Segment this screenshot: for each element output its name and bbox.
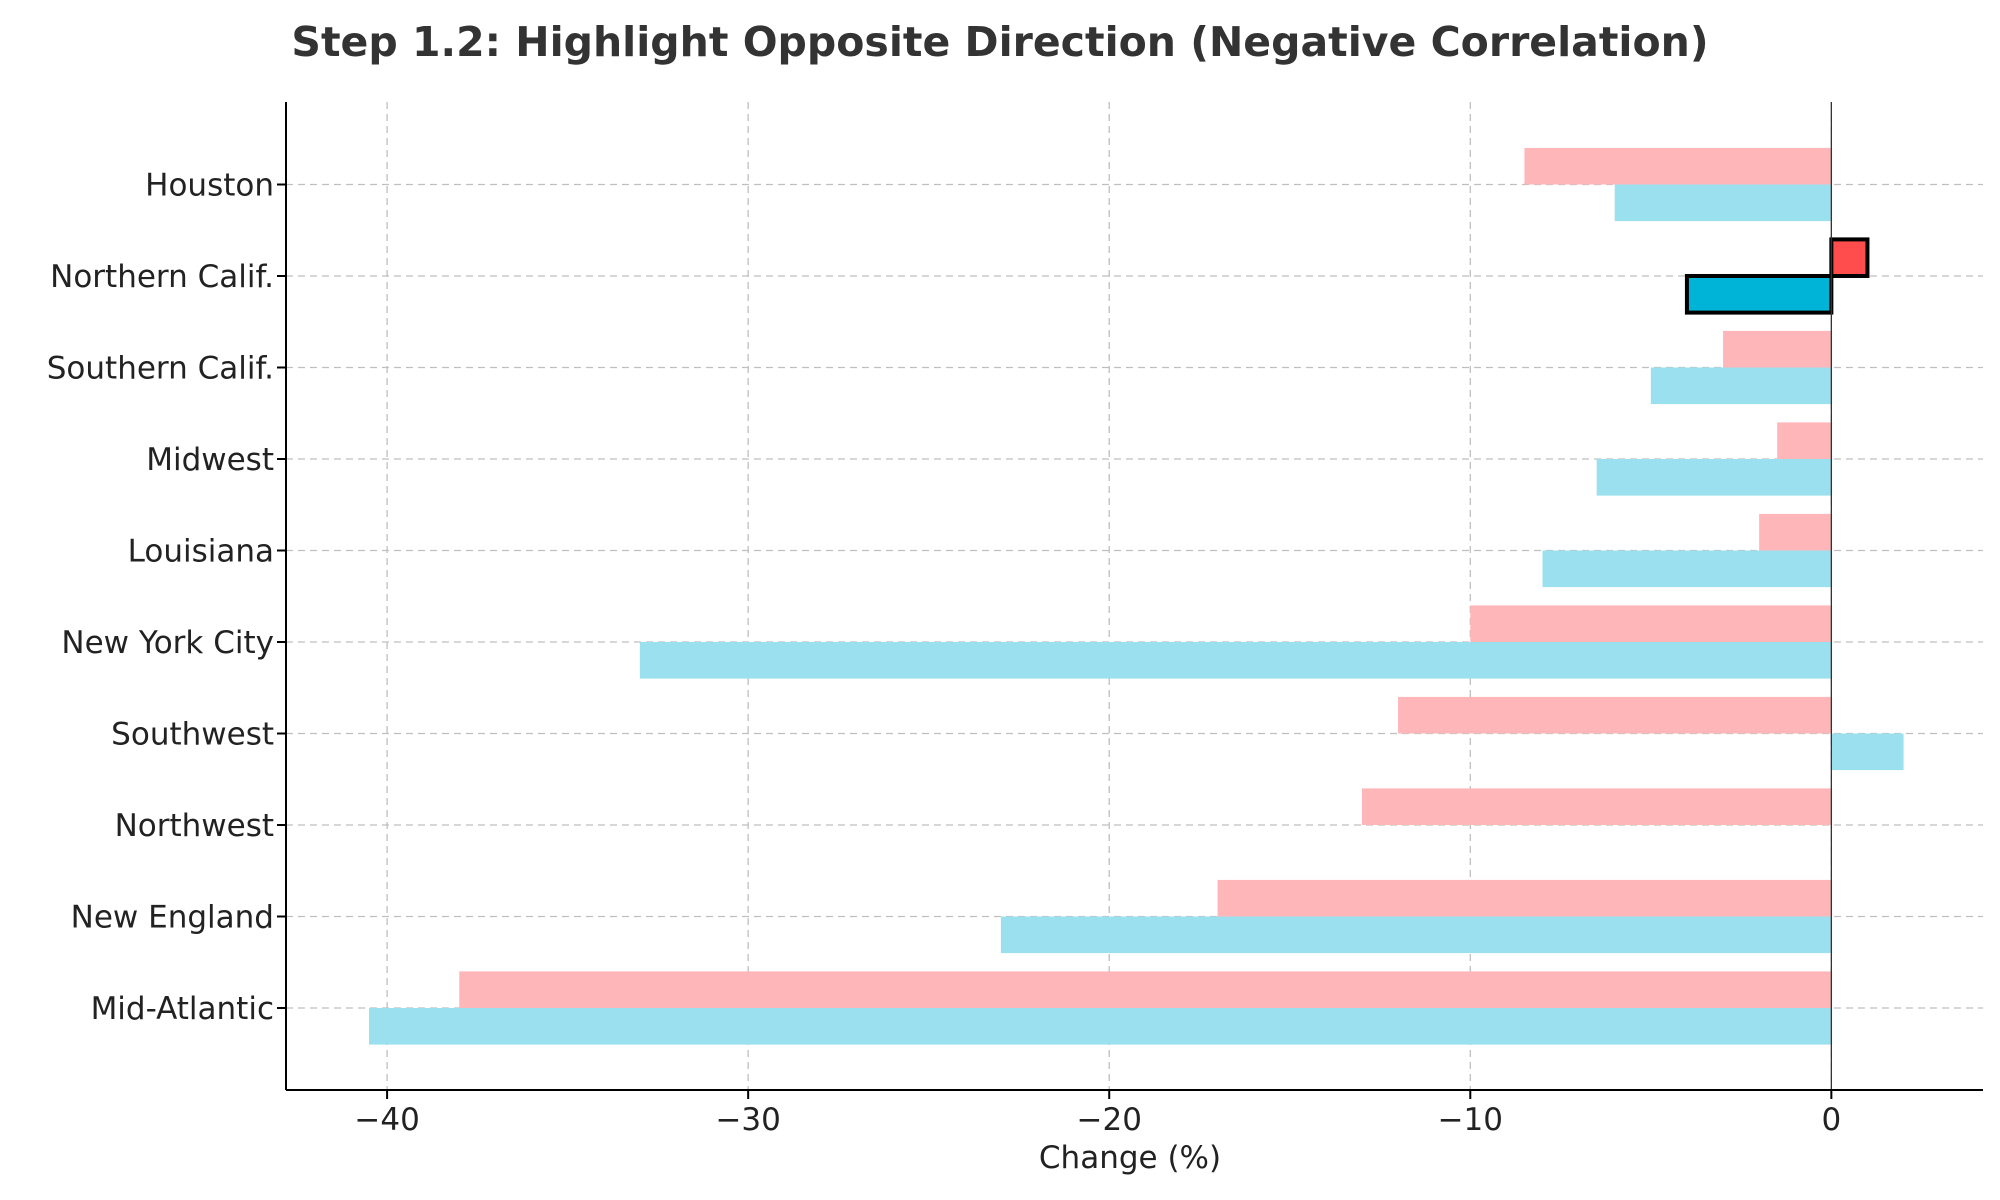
y-tick-label: New England [71, 900, 274, 936]
bar-series-a-highlighted [1829, 237, 1870, 278]
bar-series-b [1650, 367, 1832, 405]
bar-series-a [1361, 788, 1832, 825]
y-tick-label: Louisiana [128, 534, 274, 570]
ticks-layer: −40 −30 −20 −10 0 Mid-Atlantic New England Nort… [47, 168, 1841, 1139]
axes-layer [285, 102, 1983, 1091]
y-tick-label: Midwest [146, 442, 274, 478]
x-tick-label: −10 [1438, 1102, 1503, 1138]
bar-series-b [1596, 459, 1832, 496]
bar-series-b [1000, 916, 1832, 954]
bar-series-a [1217, 879, 1832, 917]
y-tick-label: Northern Calif. [50, 259, 274, 295]
y-tick-label: New York City [61, 625, 274, 661]
x-tick-label: −40 [354, 1102, 419, 1138]
bar-series-b [369, 1008, 1832, 1045]
bar-series-b-highlighted [1684, 274, 1834, 315]
bar-series-a [1398, 696, 1832, 734]
y-tick-label: Houston [145, 168, 274, 204]
bars-layer [369, 147, 1904, 1045]
y-tick-label: Mid-Atlantic [91, 991, 274, 1027]
y-tick-label: Northwest [115, 808, 274, 844]
x-tick-label: −20 [1077, 1102, 1142, 1138]
bar-series-b [1831, 733, 1904, 771]
x-axis-label: Change (%) [1039, 1140, 1221, 1176]
bar-series-b [639, 642, 1832, 679]
bar-series-a [1759, 513, 1832, 551]
x-tick-label: 0 [1821, 1102, 1841, 1138]
y-tick-label: Southwest [111, 717, 274, 753]
chart-title: Step 1.2: Highlight Opposite Direction (… [291, 18, 1708, 66]
bar-series-b [1614, 184, 1832, 222]
bar-series-a [459, 971, 1832, 1008]
bar-series-b [1542, 550, 1832, 588]
bar-series-a [1777, 422, 1832, 459]
bar-series-a [1524, 147, 1832, 185]
bar-series-a [1723, 330, 1832, 368]
x-tick-label: −30 [715, 1102, 780, 1138]
y-tick-label: Southern Calif. [47, 351, 274, 387]
bar-series-a [1470, 605, 1832, 642]
